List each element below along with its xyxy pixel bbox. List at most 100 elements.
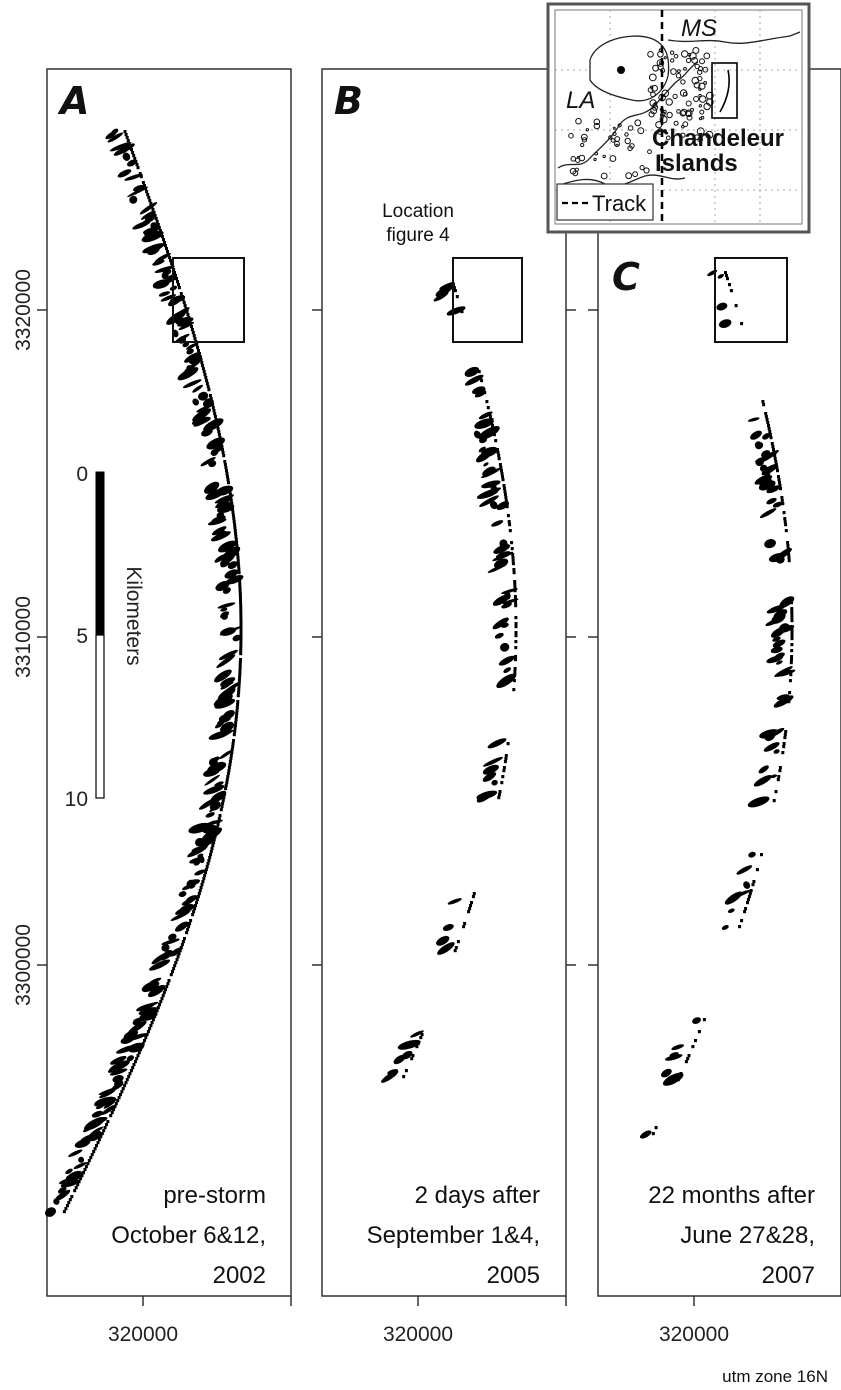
island-b-spine [501,478,505,482]
island-b-spine [514,646,518,650]
inset-marsh-patch [698,87,702,91]
island-c-marsh [724,891,743,905]
scale-bar-white [95,634,105,799]
island-a-marsh [220,607,228,612]
island-a-marsh [73,1162,87,1170]
inset-marsh-patch [660,113,664,117]
island-c-spine [654,1126,658,1130]
island-b-marsh [478,425,500,440]
inset-marsh-patch [578,154,586,162]
caption-a-line2: October 6&12, [111,1222,266,1249]
island-a-marsh [177,317,194,327]
island-a-spine [239,601,243,605]
island-b-spine [504,757,508,761]
island-a-spine [234,718,238,722]
island-a-spine [239,607,243,611]
island-b-spine [402,1075,406,1079]
island-a-spine [97,1138,101,1142]
island-a-spine [112,1108,116,1112]
island-a-spine [206,862,210,866]
island-a-spine [120,1090,124,1094]
inset-marsh-patch [663,129,667,133]
island-c-spine [772,448,775,452]
inset-label-la: LA [566,87,595,114]
island-c-spine [728,283,731,287]
island-a-marsh [203,784,225,795]
y-tick-label-3320000: 3320000 [12,269,35,351]
island-a-spine [116,1099,120,1103]
inset-study-box [711,62,738,119]
island-a-marsh [154,252,171,263]
island-b-marsh [496,673,517,689]
island-a-spine [216,823,220,827]
island-a-spine [204,868,208,872]
island-a-spine [195,898,199,902]
island-a-spine [138,172,142,176]
island-a-spine [79,1177,83,1181]
island-a-spine [117,1096,121,1100]
island-a-spine [201,367,205,371]
island-a-spine [125,136,129,140]
inset-marsh-patch [693,81,701,89]
island-b-marsh [473,430,482,439]
island-c-marsh [775,660,783,665]
panel-letter-a: A [57,79,89,123]
island-b-spine [514,631,518,635]
island-c-spine [734,304,738,308]
island-a-spine [235,541,239,545]
island-c-spine [778,484,782,488]
island-a-spine [193,337,197,341]
island-a-marsh [216,503,235,514]
inset-marsh-patch [593,118,601,126]
island-b-spine [514,634,518,638]
island-b-marsh [476,791,493,803]
island-b-marsh [500,622,509,628]
island-b-spine [500,472,504,476]
island-a-marsh [220,627,237,636]
island-b-marsh [492,617,509,630]
inset-marsh-patch [673,120,679,126]
island-a-marsh [101,1104,118,1116]
island-c-marsh [753,775,772,787]
island-a-spine [204,871,207,875]
island-a-spine [173,964,177,968]
island-c-marsh [766,655,784,664]
y-tick-label-3310000: 3310000 [12,596,35,678]
island-a-spine [135,163,139,167]
island-a-spine [136,166,140,170]
island-b-marsh [503,667,512,673]
island-a-spine [227,769,231,773]
island-c-marsh [776,694,790,700]
island-a-spine [133,1060,137,1064]
island-a-spine [236,559,240,563]
island-c-spine [783,520,787,524]
island-a-spine [212,409,216,413]
island-a-spine [238,592,242,596]
island-b-marsh [447,898,462,905]
island-a-spine [239,628,243,632]
island-a-spine [216,427,220,431]
island-a-marsh [175,906,190,915]
island-b-spine [508,523,512,527]
island-a-marsh [209,441,220,450]
island-b-spine [514,625,518,629]
island-c-spine [790,655,794,659]
inset-marsh-patch [656,59,665,67]
island-a-marsh [60,1180,80,1188]
island-b-spine [454,946,458,950]
island-a-spine [154,217,158,221]
island-a-spine [228,493,232,497]
island-a-marsh [142,1012,158,1021]
inset-marsh-patch [677,69,681,73]
island-a-spine [234,538,238,542]
island-a-spine [221,448,224,452]
inset-marsh-patch [682,121,689,128]
island-a-spine [103,1126,107,1130]
island-c-spine [788,691,792,695]
island-a-spine [102,1129,106,1133]
island-a-marsh [220,559,230,568]
island-c-spine [697,1030,701,1034]
island-c-spine [724,271,727,275]
island-a-spine [204,376,208,380]
